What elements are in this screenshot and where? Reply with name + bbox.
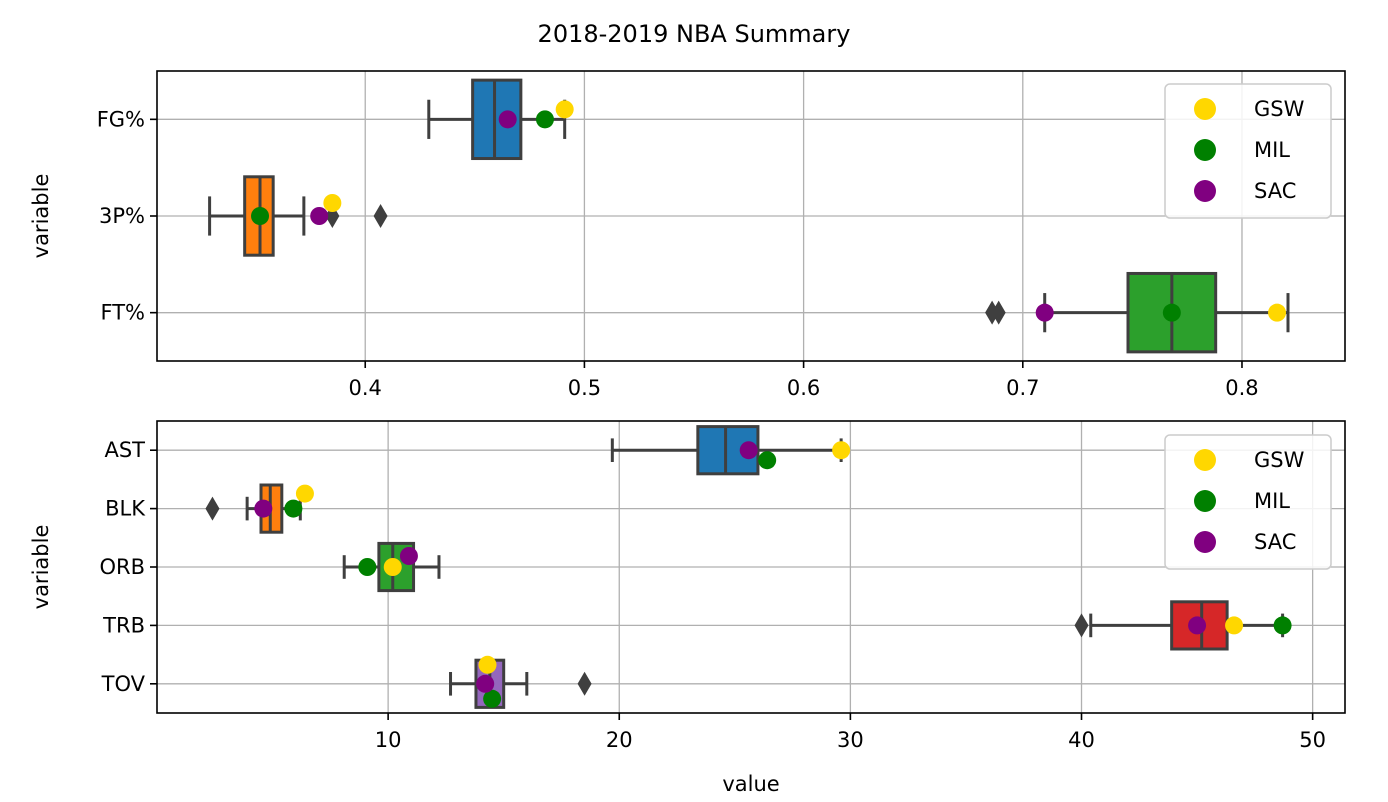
y-tick-label-tov: TOV — [101, 672, 146, 696]
series-gsw — [323, 100, 1287, 322]
legend: GSW MIL SAC — [1164, 83, 1332, 219]
legend-marker-sac — [1194, 180, 1216, 202]
point-mil-ft-pct — [1162, 303, 1181, 322]
point-gsw-blk — [295, 484, 314, 503]
legend-label-gsw: GSW — [1254, 448, 1305, 472]
x-tick-label: 0.8 — [1225, 376, 1258, 400]
legend-frame — [1164, 434, 1332, 570]
y-axis-title: variable — [29, 525, 53, 610]
point-gsw-ast — [832, 441, 851, 460]
point-sac-trb — [1188, 616, 1207, 635]
point-mil-fg-pct — [535, 110, 554, 129]
legend-marker-gsw — [1194, 449, 1216, 471]
x-tick-label: 20 — [606, 728, 633, 752]
box-ft-pct — [985, 271, 1290, 354]
y-tick-label-ast: AST — [104, 438, 145, 462]
shooting-percentages-panel: 0.4 0.5 0.6 0.7 0.8 FG% 3P% FT% variable GSW MIL SA… — [29, 70, 1346, 400]
legend-label-gsw: GSW — [1254, 97, 1305, 121]
figure-title: 2018-2019 NBA Summary — [538, 20, 851, 48]
legend-marker-mil — [1194, 139, 1216, 161]
y-tick-label-3p-pct: 3P% — [99, 204, 145, 228]
point-gsw-trb — [1225, 616, 1244, 635]
point-mil-blk — [284, 499, 303, 518]
legend: GSW MIL SAC — [1164, 434, 1332, 570]
point-gsw-tov — [478, 655, 497, 674]
x-tick-label: 30 — [837, 728, 864, 752]
point-sac-fg-pct — [498, 110, 517, 129]
legend-marker-mil — [1194, 490, 1216, 512]
legend-frame — [1164, 83, 1332, 219]
point-sac-ast — [739, 441, 758, 460]
y-tick-label-orb: ORB — [99, 555, 145, 579]
outlier-marker — [577, 671, 592, 696]
series-sac — [254, 441, 1207, 693]
point-gsw-orb — [383, 558, 402, 576]
point-mil-trb — [1273, 616, 1292, 635]
outlier-marker — [1074, 613, 1089, 638]
y-axis-title: variable — [29, 174, 53, 259]
legend-marker-sac — [1194, 531, 1216, 553]
legend-label-sac: SAC — [1254, 530, 1296, 554]
x-tick-label: 40 — [1068, 728, 1095, 752]
point-mil-3p-pct — [251, 207, 270, 225]
legend-marker-gsw — [1194, 98, 1216, 120]
x-tick-label: 50 — [1299, 728, 1326, 752]
x-axis-title: value — [722, 772, 779, 796]
legend-label-mil: MIL — [1254, 138, 1290, 162]
point-sac-3p-pct — [310, 207, 329, 225]
x-tick-label: 0.5 — [568, 376, 601, 400]
series-mil — [251, 110, 1181, 322]
point-gsw-ft-pct — [1268, 303, 1287, 322]
point-gsw-3p-pct — [323, 194, 342, 212]
y-tick-label-fg-pct: FG% — [97, 107, 145, 131]
point-sac-blk — [254, 499, 273, 518]
point-mil-orb — [358, 558, 377, 576]
outlier-marker — [205, 496, 220, 521]
point-mil-tov — [483, 689, 502, 708]
point-sac-ft-pct — [1035, 303, 1054, 322]
x-tick-label: 0.4 — [349, 376, 382, 400]
x-tick-label: 0.7 — [1006, 376, 1039, 400]
counting-stats-panel: 10 20 30 40 50 AST BLK ORB TRB TOV variable value GS… — [29, 420, 1346, 796]
x-tick-label: 10 — [375, 728, 402, 752]
y-tick-label-blk: BLK — [105, 497, 146, 521]
series-sac — [310, 110, 1054, 322]
point-gsw-fg-pct — [555, 100, 574, 119]
point-mil-ast — [758, 451, 777, 470]
series-mil — [284, 451, 1292, 708]
outlier-marker — [991, 300, 1006, 325]
y-tick-label-trb: TRB — [102, 613, 145, 637]
legend-label-mil: MIL — [1254, 489, 1290, 513]
point-sac-orb — [399, 547, 418, 565]
outlier-marker — [373, 204, 388, 228]
point-sac-tov — [476, 674, 495, 693]
legend-label-sac: SAC — [1254, 179, 1296, 203]
series-gsw — [295, 441, 1244, 674]
y-tick-label-ft-pct: FT% — [101, 301, 146, 325]
x-tick-label: 0.6 — [787, 376, 820, 400]
